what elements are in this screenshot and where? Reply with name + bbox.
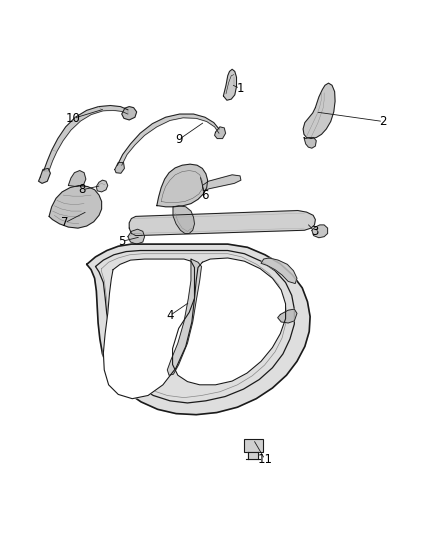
Polygon shape [49,185,102,228]
Polygon shape [96,180,108,192]
Polygon shape [202,175,241,191]
Polygon shape [39,168,50,183]
Polygon shape [261,258,297,284]
Text: 11: 11 [258,453,272,466]
Polygon shape [167,259,201,375]
Text: 7: 7 [61,216,69,229]
Polygon shape [278,309,297,323]
Polygon shape [128,229,145,244]
Polygon shape [173,258,286,385]
Polygon shape [304,138,316,148]
Text: 8: 8 [79,183,86,196]
Polygon shape [117,114,219,165]
Polygon shape [215,127,226,139]
Polygon shape [87,244,310,415]
Polygon shape [44,106,128,171]
Polygon shape [115,163,124,173]
Polygon shape [157,164,208,207]
Text: 5: 5 [118,235,125,248]
Text: 2: 2 [379,115,387,128]
Text: 6: 6 [201,189,209,201]
Polygon shape [223,69,237,100]
Polygon shape [173,206,194,233]
Polygon shape [303,83,335,139]
Text: 9: 9 [175,133,183,146]
Text: 4: 4 [166,309,174,322]
Bar [244,439,263,452]
Polygon shape [248,452,258,459]
Polygon shape [68,171,86,187]
Text: 10: 10 [66,112,81,125]
Text: 3: 3 [311,225,318,238]
Polygon shape [129,211,315,236]
Polygon shape [122,107,137,120]
Text: 1: 1 [236,82,244,95]
Polygon shape [103,259,194,399]
Polygon shape [312,225,328,238]
